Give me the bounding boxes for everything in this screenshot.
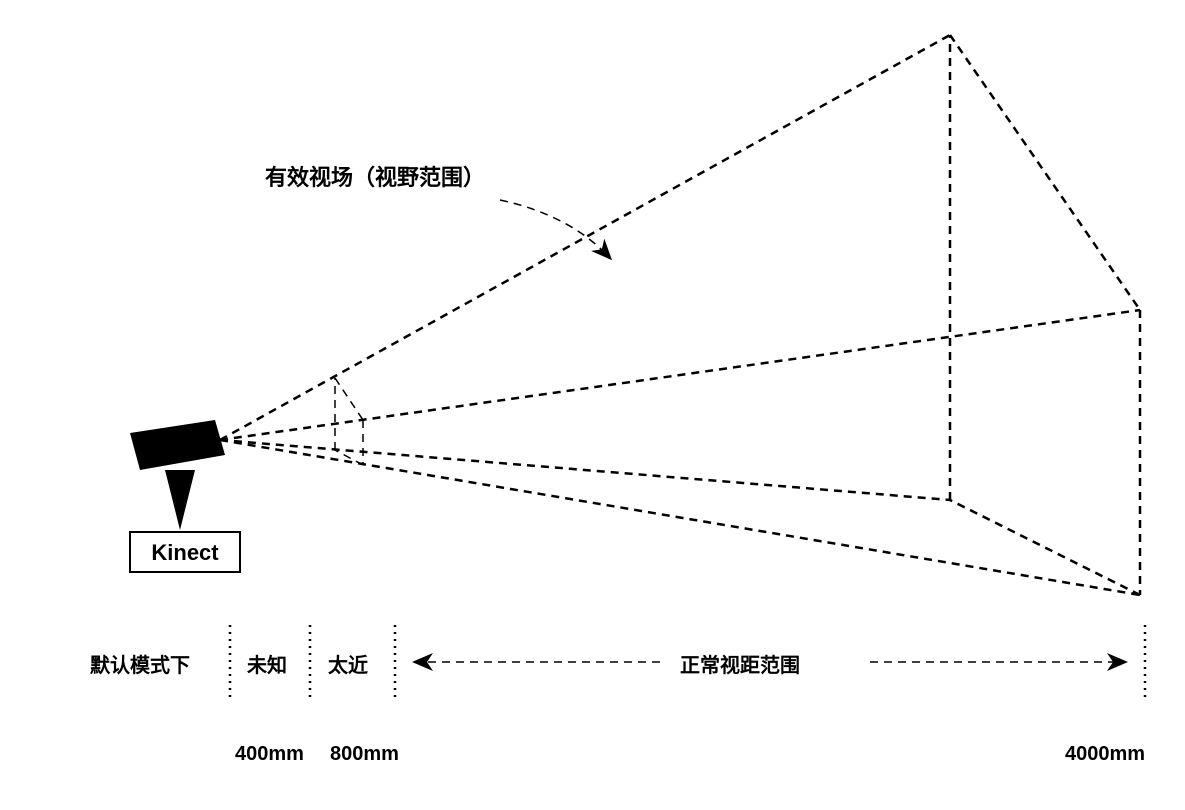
default-mode-label: 默认模式下	[90, 653, 190, 677]
fov-pointer-arrow	[500, 200, 610, 258]
near-plane-top	[335, 378, 363, 420]
dist-400-label: 400mm	[235, 743, 304, 765]
kinect-body	[130, 420, 225, 470]
kinect-label: Kinect	[151, 540, 219, 565]
far-plane-bottom	[950, 500, 1140, 595]
frustum-edge-bottom-front	[220, 440, 1140, 595]
fov-title: 有效视场（视野范围）	[265, 165, 485, 190]
zone-unknown-label: 未知	[247, 653, 287, 677]
zone-normal-label: 正常视距范围	[680, 653, 800, 677]
kinect-fov-diagram: Kinect 有效视场（视野范围） 默认模式下 未知 太近 正常视距范围 400…	[0, 0, 1185, 810]
zone-too-close-label: 太近	[328, 653, 368, 677]
dist-4000-label: 4000mm	[1065, 743, 1145, 765]
far-plane-top	[950, 35, 1140, 310]
kinect-stand	[165, 470, 195, 530]
dist-800-label: 800mm	[330, 743, 399, 765]
frustum-edge-top-back	[220, 35, 950, 440]
frustum-edge-top-front	[220, 310, 1140, 440]
frustum-edge-bottom-back	[220, 440, 950, 500]
